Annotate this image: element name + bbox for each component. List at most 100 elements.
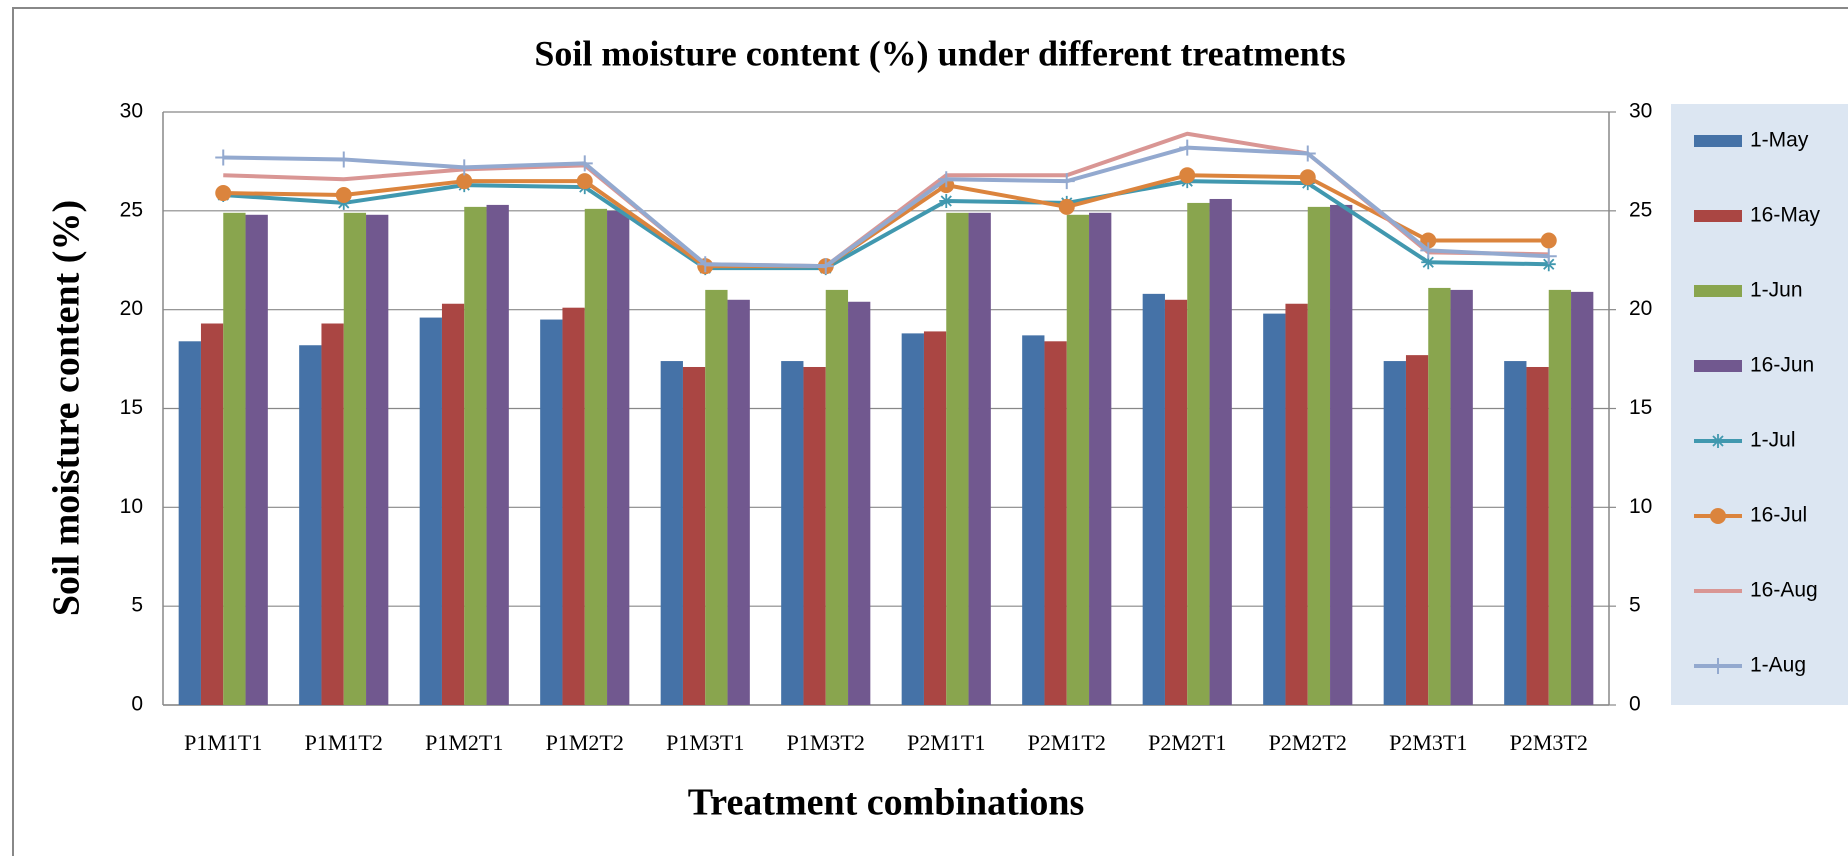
legend-label: 16-Jun xyxy=(1750,354,1814,377)
bar xyxy=(223,212,246,705)
y-tick-label: 15 xyxy=(120,396,143,419)
marker xyxy=(576,155,593,172)
y-tick-label: 25 xyxy=(120,198,143,221)
y-tick-label: 30 xyxy=(120,100,143,123)
bar xyxy=(343,212,367,705)
bar xyxy=(441,303,465,705)
x-tick-label: P1M2T2 xyxy=(546,730,624,755)
x-tick-label: P1M1T1 xyxy=(184,730,262,755)
bar xyxy=(901,333,924,705)
bar xyxy=(1263,313,1286,705)
bar xyxy=(419,317,442,705)
bar xyxy=(968,212,991,705)
x-tick-label: P2M3T1 xyxy=(1389,730,1467,755)
bar xyxy=(1209,198,1232,705)
bar xyxy=(200,323,224,705)
bar xyxy=(1187,202,1210,705)
y-tick-label: 20 xyxy=(120,297,143,320)
marker xyxy=(1421,255,1436,270)
marker xyxy=(1299,169,1316,186)
legend-label: 1-Aug xyxy=(1750,654,1806,677)
x-tick-label: P1M1T2 xyxy=(305,730,383,755)
y2-tick-label: 25 xyxy=(1629,198,1652,221)
marker xyxy=(215,185,232,202)
marker xyxy=(1179,139,1196,156)
legend-swatch xyxy=(1694,210,1742,222)
bar xyxy=(464,206,487,705)
bar xyxy=(848,301,871,705)
bar xyxy=(1428,287,1451,705)
legend-swatch xyxy=(1694,285,1742,297)
legend-marker xyxy=(1710,658,1726,674)
marker xyxy=(1540,232,1557,249)
bar xyxy=(1066,214,1090,705)
line xyxy=(223,145,1549,269)
bar xyxy=(946,212,969,705)
x-tick-label: P1M3T1 xyxy=(666,730,744,755)
marker xyxy=(697,256,714,273)
bar xyxy=(1526,366,1549,705)
bar xyxy=(1548,289,1572,705)
legend-label: 1-Jun xyxy=(1750,279,1803,302)
x-tick-label: P2M1T1 xyxy=(907,730,985,755)
bar xyxy=(562,307,585,705)
bar xyxy=(540,319,563,705)
y-tick-label: 10 xyxy=(120,495,143,518)
marker xyxy=(215,149,232,166)
x-tick-label: P1M3T2 xyxy=(787,730,865,755)
y2-tick-label: 20 xyxy=(1629,297,1652,320)
bar xyxy=(1383,361,1406,705)
marker xyxy=(1058,198,1075,215)
bar xyxy=(1405,355,1429,705)
marker xyxy=(817,258,834,275)
bar xyxy=(1571,291,1594,705)
legend-label: 16-May xyxy=(1750,204,1821,227)
marker xyxy=(456,173,473,190)
x-tick-label: P1M2T1 xyxy=(425,730,503,755)
marker xyxy=(456,159,473,176)
bar xyxy=(1330,204,1353,706)
y2-tick-label: 5 xyxy=(1629,594,1641,617)
legend-label: 1-May xyxy=(1750,129,1809,152)
y2-tick-label: 15 xyxy=(1629,396,1652,419)
bar xyxy=(1285,303,1308,705)
marker xyxy=(1058,173,1075,190)
marker xyxy=(576,173,593,190)
marker xyxy=(1420,232,1437,249)
bar xyxy=(1504,361,1527,705)
marker xyxy=(938,171,955,188)
marker xyxy=(939,193,954,208)
bar xyxy=(1044,341,1067,705)
marker xyxy=(335,187,352,204)
bar xyxy=(607,210,630,706)
x-tick-label: P2M3T2 xyxy=(1510,730,1588,755)
legend-label: 16-Jul xyxy=(1750,504,1807,527)
legend-marker xyxy=(1710,508,1726,524)
x-tick-label: P2M1T2 xyxy=(1028,730,1106,755)
bar xyxy=(1164,299,1188,705)
bar xyxy=(1142,293,1165,705)
bar xyxy=(825,289,849,705)
bar xyxy=(803,366,826,705)
bar xyxy=(299,345,322,705)
marker xyxy=(1420,242,1437,259)
bar xyxy=(178,341,201,705)
line xyxy=(223,173,1549,269)
bar xyxy=(245,214,268,705)
marker xyxy=(335,151,352,168)
bar xyxy=(923,331,947,705)
line xyxy=(223,179,1549,271)
bar xyxy=(682,366,706,705)
marker xyxy=(1179,167,1196,184)
legend-label: 1-Jul xyxy=(1750,429,1796,452)
x-tick-label: P2M2T2 xyxy=(1269,730,1347,755)
legend-box xyxy=(1671,104,1848,705)
marker xyxy=(1299,145,1316,162)
bar xyxy=(660,361,683,705)
y2-tick-label: 30 xyxy=(1629,100,1652,123)
marker xyxy=(1540,248,1557,265)
bar xyxy=(584,208,608,705)
x-axis-title: Treatment combinations xyxy=(688,782,1085,824)
bar xyxy=(321,323,344,705)
